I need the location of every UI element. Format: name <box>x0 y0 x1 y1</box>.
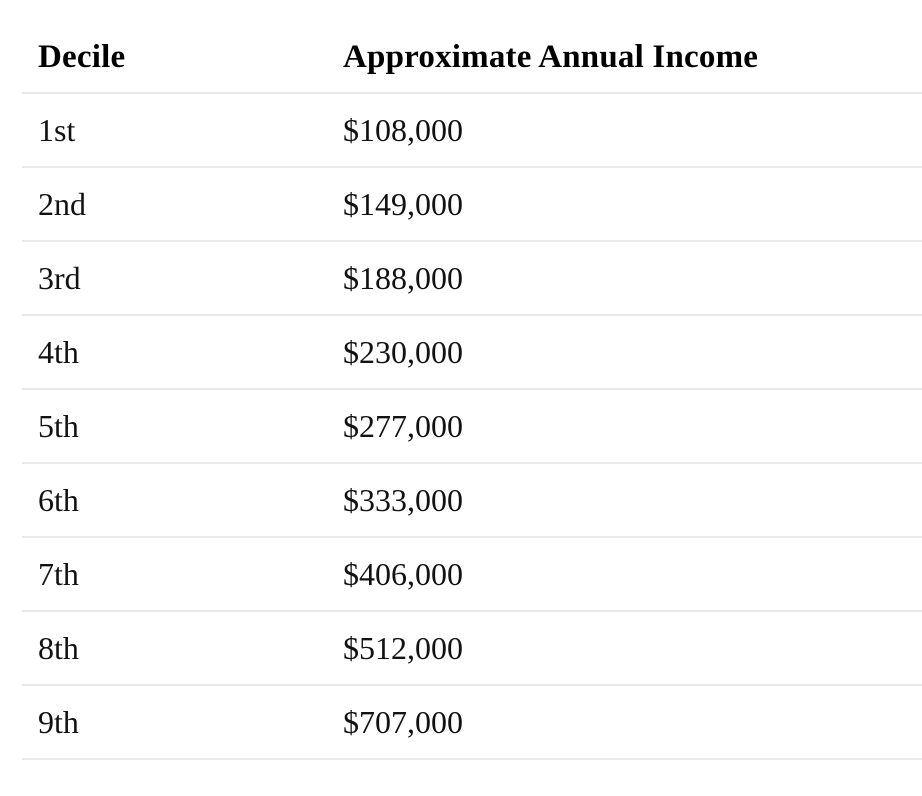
table-body: 1st $108,000 2nd $149,000 3rd $188,000 4th $230… <box>22 94 922 760</box>
income-cell: $277,000 <box>343 407 463 444</box>
income-cell: $406,000 <box>343 555 463 592</box>
column-header-income: Approximate Annual Income <box>343 38 759 75</box>
income-cell: $333,000 <box>343 481 463 518</box>
decile-cell: 5th <box>38 407 79 444</box>
table-row: 2nd $149,000 <box>22 168 922 242</box>
decile-cell: 9th <box>38 703 79 740</box>
table-row: 8th $512,000 <box>22 612 922 686</box>
table-row: 5th $277,000 <box>22 390 922 464</box>
decile-cell: 4th <box>38 333 79 370</box>
table-row: 4th $230,000 <box>22 316 922 390</box>
table-row: 3rd $188,000 <box>22 242 922 316</box>
table-header-row: Decile Approximate Annual Income <box>22 0 922 94</box>
income-cell: $108,000 <box>343 111 463 148</box>
income-cell: $707,000 <box>343 703 463 740</box>
decile-cell: 7th <box>38 555 79 592</box>
income-cell: $512,000 <box>343 629 463 666</box>
decile-cell: 2nd <box>38 185 86 222</box>
decile-cell: 8th <box>38 629 79 666</box>
income-decile-table: Decile Approximate Annual Income 1st $108… <box>22 0 922 760</box>
table-row: 1st $108,000 <box>22 94 922 168</box>
income-cell: $188,000 <box>343 259 463 296</box>
income-cell: $149,000 <box>343 185 463 222</box>
table-row: 9th $707,000 <box>22 686 922 760</box>
decile-cell: 3rd <box>38 259 81 296</box>
decile-cell: 6th <box>38 481 79 518</box>
decile-cell: 1st <box>38 111 76 148</box>
column-header-decile: Decile <box>38 38 126 75</box>
income-cell: $230,000 <box>343 333 463 370</box>
table-row: 7th $406,000 <box>22 538 922 612</box>
table-row: 6th $333,000 <box>22 464 922 538</box>
